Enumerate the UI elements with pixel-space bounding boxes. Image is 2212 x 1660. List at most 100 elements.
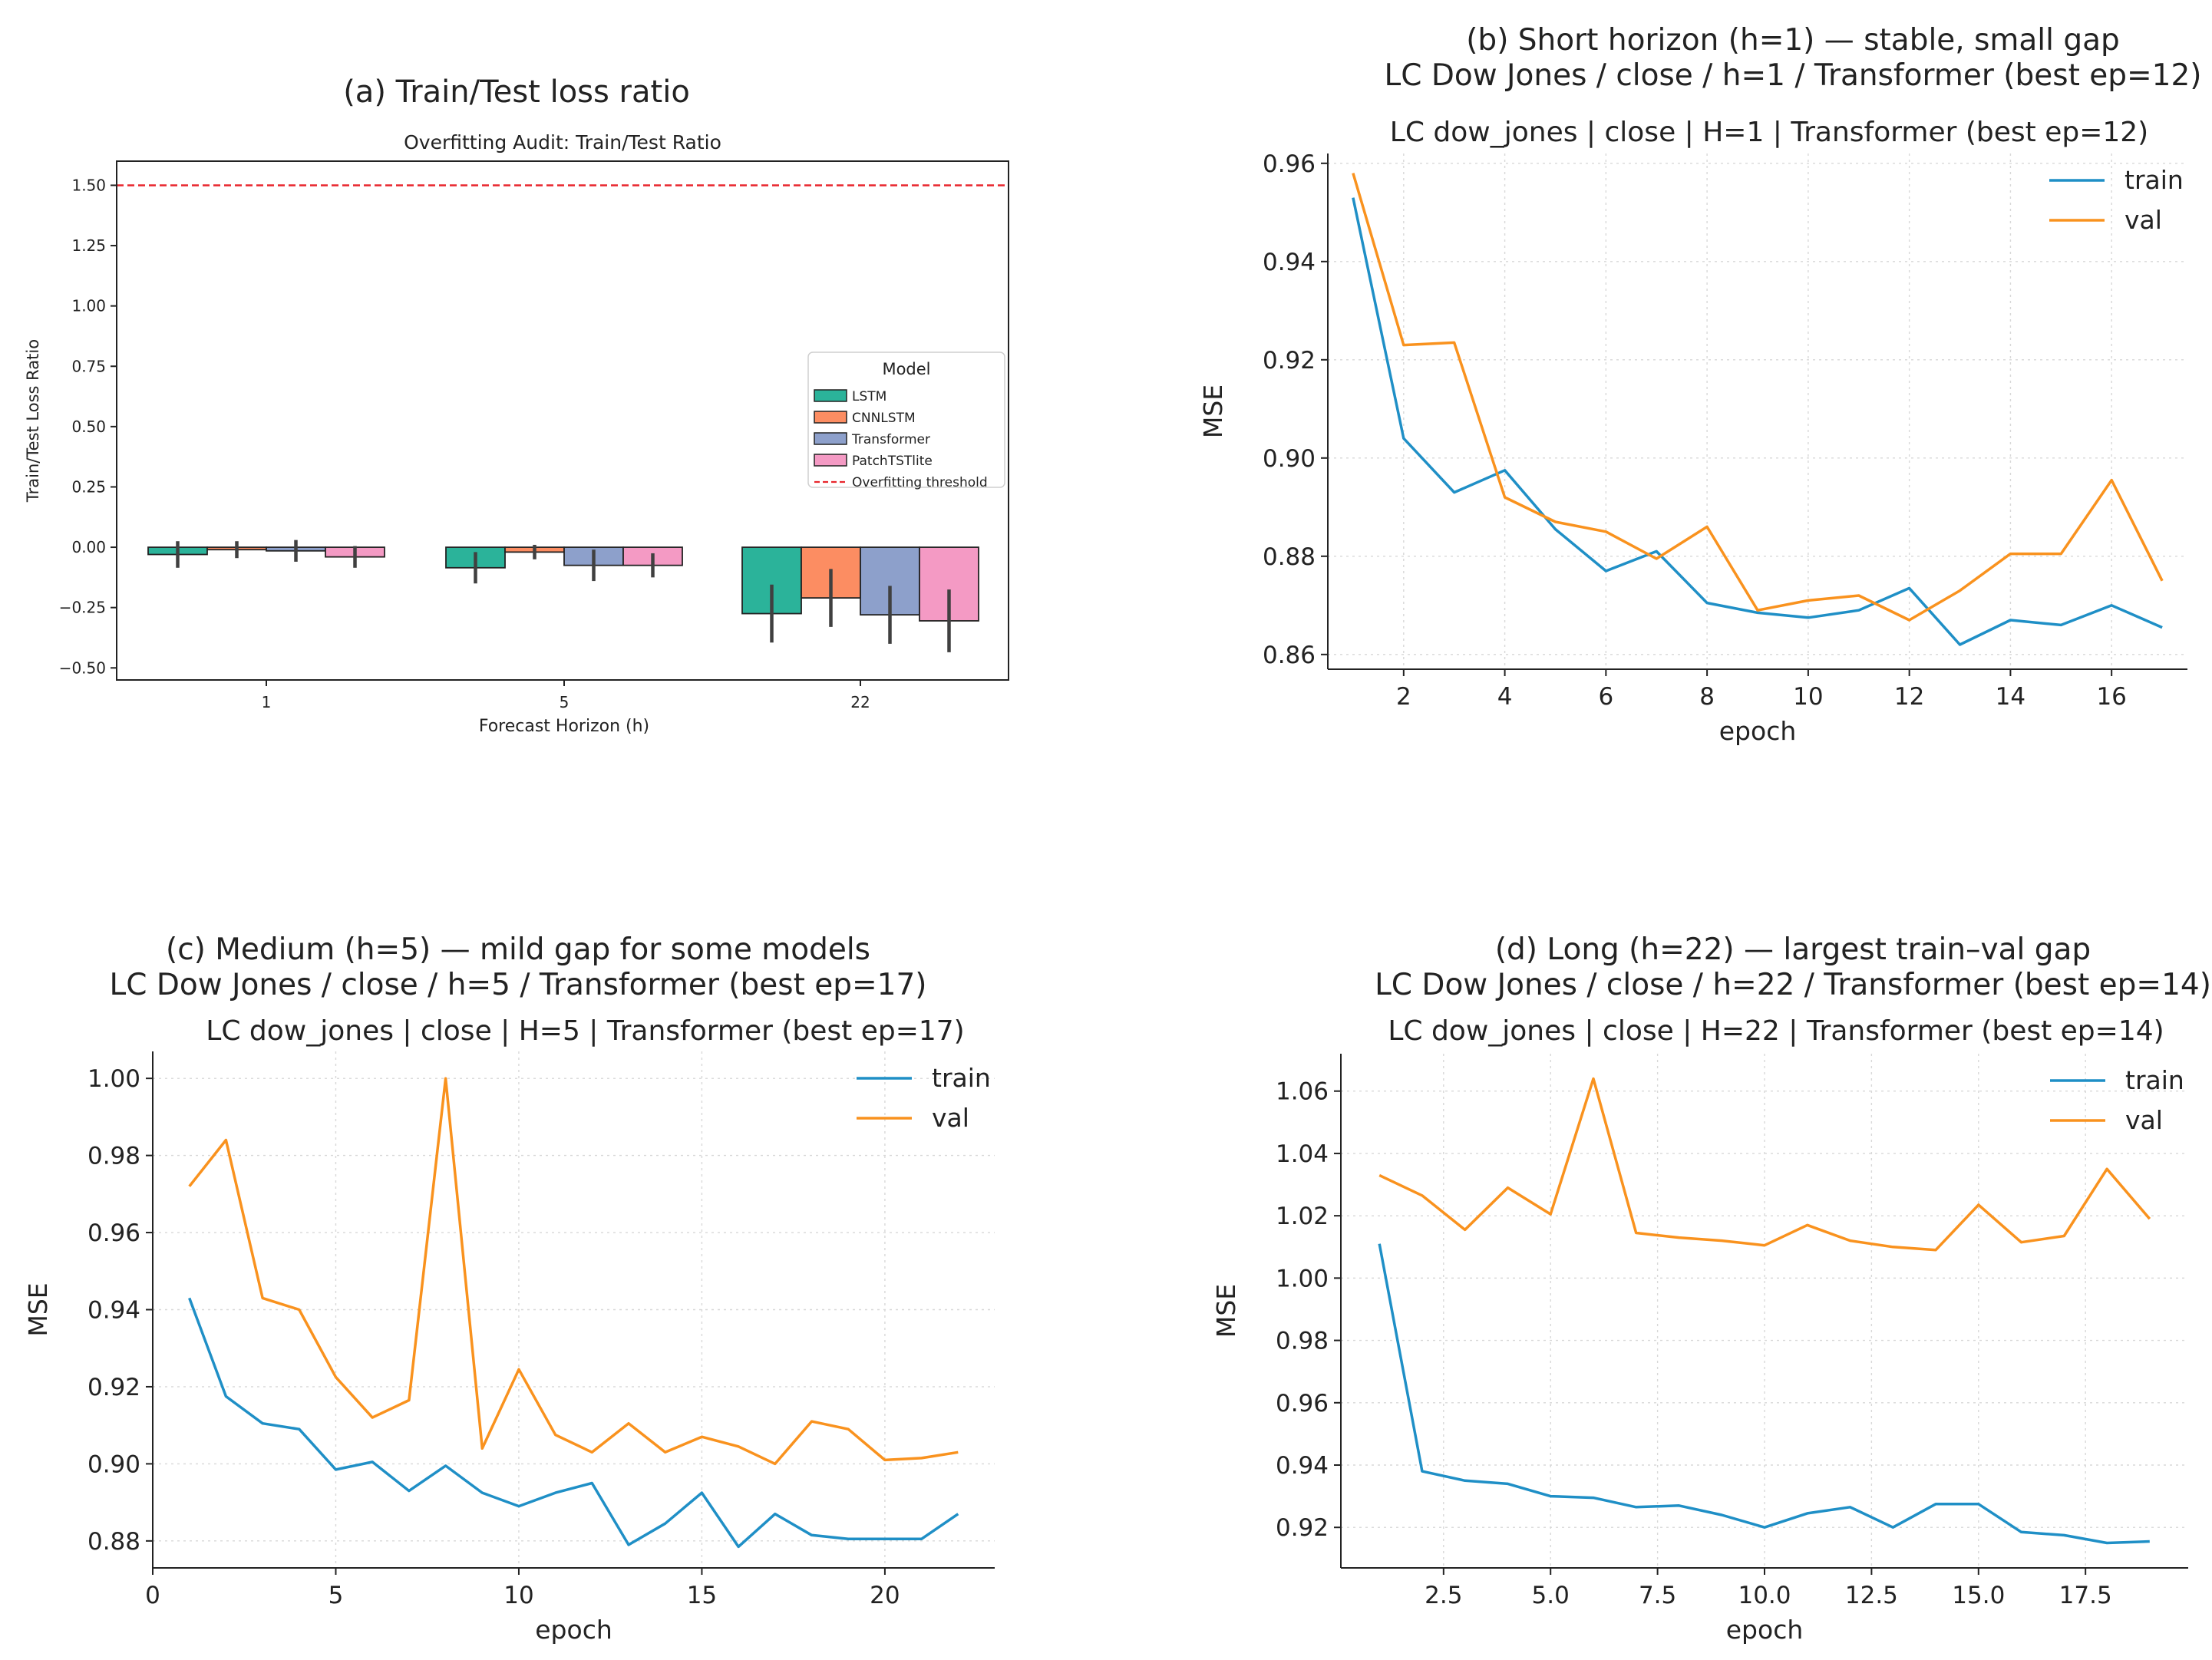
- x-tick-label: 12.5: [1845, 1582, 1898, 1609]
- legend-label: val: [932, 1103, 969, 1133]
- legend-swatch: [814, 432, 847, 445]
- legend-label: Transformer: [851, 432, 930, 447]
- x-tick-label: 15: [687, 1582, 717, 1609]
- x-tick-label: 5.0: [1532, 1582, 1570, 1609]
- y-tick-label: 1.02: [1276, 1203, 1329, 1230]
- y-tick-label: 0.92: [1263, 347, 1316, 375]
- y-tick-label: 0.88: [1263, 543, 1316, 571]
- y-tick-label: 0.86: [1263, 642, 1316, 669]
- y-tick-label: −0.50: [59, 658, 106, 677]
- y-tick-label: 0.25: [71, 477, 106, 496]
- legend-label: train: [2125, 1065, 2184, 1095]
- x-tick-label: 20: [870, 1582, 900, 1609]
- y-axis-label: MSE: [1198, 384, 1228, 438]
- y-tick-label: 1.00: [87, 1065, 140, 1093]
- legend-label: val: [2125, 1105, 2163, 1135]
- chart-d: (d) Long (h=22) — largest train–val gapL…: [1211, 932, 2211, 1645]
- y-tick-label: 1.06: [1276, 1078, 1329, 1106]
- chart-c: (c) Medium (h=5) — mild gap for some mod…: [23, 932, 995, 1645]
- chart-title: LC dow_jones | close | H=5 | Transformer…: [206, 1015, 964, 1047]
- legend-label: LSTM: [852, 389, 886, 404]
- y-tick-label: 0.98: [87, 1143, 140, 1170]
- y-tick-label: 0.75: [71, 357, 106, 375]
- plot-frame: [116, 160, 1009, 681]
- y-tick-label: 0.90: [1263, 445, 1316, 473]
- y-tick-label: 0.98: [1276, 1328, 1329, 1355]
- y-tick-label: −0.25: [59, 599, 106, 617]
- chart-a: (a) Train/Test loss ratio Overfitting Aud…: [24, 74, 1009, 736]
- legend-swatch: [814, 454, 847, 467]
- chart-title: Overfitting Audit: Train/Test Ratio: [404, 131, 721, 153]
- panel-c: (c) Medium (h=5) — mild gap for some mod…: [0, 829, 1106, 1657]
- outer-title: (a) Train/Test loss ratio: [343, 74, 690, 110]
- y-axis-label: Train/Test Loss Ratio: [24, 339, 42, 503]
- legend-swatch: [814, 389, 847, 402]
- panel-a: (a) Train/Test loss ratio Overfitting Aud…: [0, 0, 1106, 829]
- x-tick-label: 5: [560, 693, 570, 711]
- x-tick-label: 22: [850, 693, 870, 711]
- x-tick-label: 17.5: [2059, 1582, 2112, 1609]
- x-tick-label: 8: [1699, 683, 1715, 711]
- series-line-train: [1378, 1243, 2150, 1545]
- series-line-val: [188, 1077, 959, 1466]
- series-line-train: [188, 1297, 959, 1549]
- outer-title: (c) Medium (h=5) — mild gap for some mod…: [166, 932, 870, 967]
- x-tick-label: 15.0: [1952, 1582, 2005, 1609]
- y-axis-label: MSE: [23, 1282, 53, 1336]
- y-tick-label: 0.94: [1263, 249, 1316, 276]
- outer-subtitle: LC Dow Jones / close / h=22 / Transforme…: [1375, 968, 2211, 1002]
- x-axis-label: epoch: [1719, 716, 1797, 746]
- y-tick-label: 1.00: [71, 297, 106, 315]
- y-tick-label: 0.96: [87, 1219, 140, 1247]
- y-tick-label: 0.00: [71, 538, 106, 556]
- x-tick-label: 10.0: [1738, 1582, 1791, 1609]
- y-tick-label: 0.96: [1276, 1390, 1329, 1417]
- x-axis-label: epoch: [535, 1615, 612, 1645]
- legend-label: PatchTSTlite: [852, 454, 933, 469]
- legend-label: CNNLSTM: [852, 411, 916, 426]
- y-tick-label: 0.90: [87, 1450, 140, 1478]
- y-tick-label: 1.04: [1276, 1140, 1329, 1168]
- x-tick-label: 10: [1793, 683, 1823, 711]
- y-tick-label: 0.94: [87, 1297, 140, 1325]
- x-tick-label: 4: [1497, 683, 1513, 711]
- outer-subtitle: LC Dow Jones / close / h=5 / Transformer…: [109, 968, 926, 1002]
- outer-title: (b) Short horizon (h=1) — stable, small …: [1466, 23, 2120, 58]
- x-tick-label: 1: [262, 693, 272, 711]
- chart-b: (b) Short horizon (h=1) — stable, small …: [1198, 23, 2202, 746]
- legend-label: train: [2125, 165, 2184, 195]
- x-tick-label: 10: [503, 1582, 533, 1609]
- y-tick-label: 0.92: [87, 1374, 140, 1401]
- x-tick-label: 6: [1598, 683, 1613, 711]
- x-tick-label: 16: [2096, 683, 2126, 711]
- chart-title: LC dow_jones | close | H=22 | Transforme…: [1388, 1015, 2164, 1047]
- y-axis-label: MSE: [1211, 1284, 1241, 1338]
- legend-label: val: [2125, 205, 2162, 235]
- legend-label: train: [932, 1063, 991, 1093]
- y-tick-label: 0.94: [1276, 1452, 1329, 1480]
- x-axis-label: Forecast Horizon (h): [479, 717, 649, 736]
- outer-title: (d) Long (h=22) — largest train–val gap: [1495, 932, 2091, 967]
- y-tick-label: 0.88: [87, 1528, 140, 1556]
- legend-title: Model: [882, 360, 930, 378]
- x-axis-label: epoch: [1726, 1615, 1804, 1645]
- x-tick-label: 0: [145, 1582, 160, 1609]
- x-tick-label: 2: [1396, 683, 1411, 711]
- legend-label: Overfitting threshold: [852, 475, 988, 490]
- series-line-train: [1352, 197, 2163, 646]
- y-tick-label: 1.00: [1276, 1265, 1329, 1292]
- x-tick-label: 5: [328, 1582, 344, 1609]
- x-tick-label: 7.5: [1639, 1582, 1676, 1609]
- chart-title: LC dow_jones | close | H=1 | Transformer…: [1390, 117, 2148, 148]
- y-tick-label: 1.25: [71, 236, 106, 255]
- x-tick-label: 2.5: [1425, 1582, 1462, 1609]
- y-tick-label: 1.50: [71, 176, 106, 194]
- y-tick-label: 0.92: [1276, 1514, 1329, 1542]
- x-tick-label: 12: [1894, 683, 1924, 711]
- outer-subtitle: LC Dow Jones / close / h=1 / Transformer…: [1384, 58, 2201, 93]
- panel-d: (d) Long (h=22) — largest train–val gap L…: [1106, 829, 2212, 1657]
- y-tick-label: 0.50: [71, 417, 106, 436]
- legend-box: [807, 351, 1005, 488]
- y-tick-label: 0.96: [1263, 150, 1316, 178]
- series-line-val: [1378, 1077, 2151, 1252]
